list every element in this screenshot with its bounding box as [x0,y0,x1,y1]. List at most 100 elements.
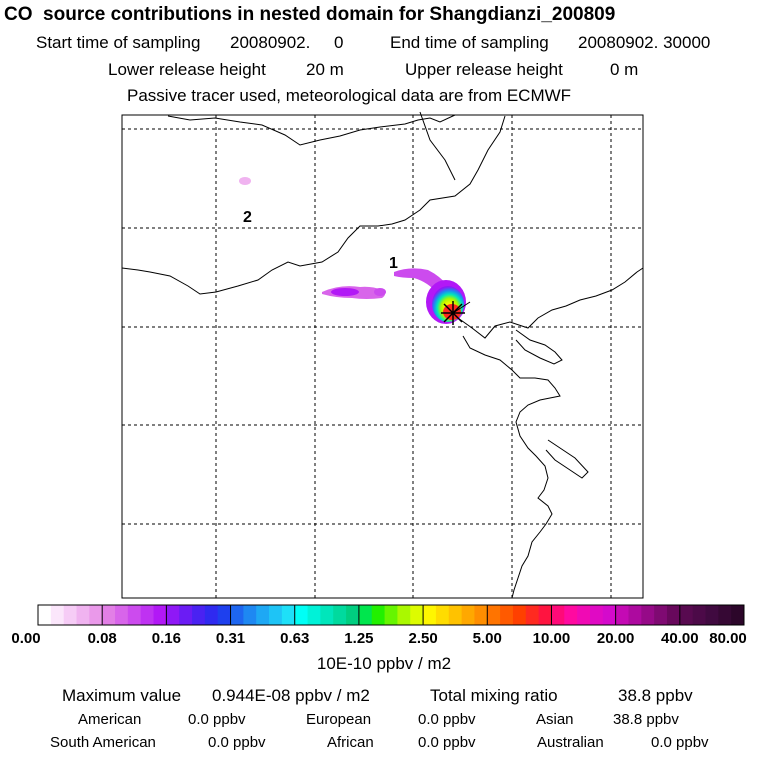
colorbar-swatch [731,605,745,625]
coastlines [121,111,644,599]
plume-west-core [331,288,359,296]
colorbar-swatch [512,605,527,625]
south-american-label: South American [50,734,156,751]
max-value-label: Maximum value [62,686,182,705]
colorbar-tick-label: 20.00 [596,630,635,647]
colorbar-swatch [333,605,347,625]
colorbar-swatch [615,605,629,625]
american-value: 0.0 ppbv [188,711,246,728]
start-time-label: Start time of sampling [36,33,201,52]
colorbar-swatch [63,605,77,625]
african-label: African [327,734,374,751]
colorbar-swatch [166,605,180,625]
colorbar-swatch [127,605,142,625]
colorbar-swatches [38,605,745,625]
colorbar-swatch [153,605,167,625]
meteorology-note: Passive tracer used, meteorological data… [127,86,572,105]
chart-title: CO source contributions in nested domain… [4,4,616,25]
plot-frame [121,114,644,599]
colorbar-swatch [346,605,360,625]
colorbar-swatch [76,605,90,625]
great-wall-river [419,111,456,181]
colorbar-tick-label: 5.00 [472,630,502,647]
colorbar-tick-label: 2.50 [408,630,438,647]
colorbar-swatch [654,605,668,625]
concentration-field [239,177,466,324]
colorbar-swatch [718,605,732,625]
colorbar-swatch [461,605,475,625]
colorbar-tick-label: 80.00 [709,630,747,647]
liaodong-coast [515,329,563,365]
cluster-label-2: 2 [243,209,252,226]
colorbar-swatch [525,605,540,625]
northern-border [167,114,456,146]
bohai-coast [457,267,644,339]
colorbar-tick-label: 0.00 [11,630,41,647]
total-mixing-value: 38.8 ppbv [618,686,693,705]
australian-value: 0.0 ppbv [651,734,709,751]
colorbar-swatch [628,605,642,625]
asian-value: 38.8 ppbv [613,711,679,728]
eastern-border [121,115,506,295]
colorbar-swatch [589,605,604,625]
colorbar-swatch [115,605,129,625]
cluster-label-1: 1 [389,255,398,272]
african-value: 0.0 ppbv [418,734,476,751]
colorbar-tick-label: 10.00 [532,630,571,647]
max-value: 0.944E-08 ppbv / m2 [212,686,370,705]
gridlines [122,115,643,598]
colorbar-swatch [538,605,552,625]
australian-label: Australian [537,734,604,751]
colorbar-swatch [140,605,154,625]
total-mixing-label: Total mixing ratio [430,686,558,705]
colorbar-swatch [281,605,296,625]
colorbar-swatch [102,605,116,625]
colorbar-swatch [38,605,52,625]
colorbar-swatch [358,605,373,625]
colorbar-swatch [577,605,591,625]
colorbar-swatch [487,605,501,625]
european-value: 0.0 ppbv [418,711,476,728]
end-time-label: End time of sampling [390,33,549,52]
colorbar-swatch [602,605,617,625]
colorbar-swatch [410,605,424,625]
colorbar-swatch [435,605,450,625]
plume-west-spot [374,288,386,296]
colorbar-swatch [50,605,65,625]
colorbar-swatch [320,605,334,625]
colorbar-swatch [666,605,681,625]
colorbar-swatch [679,605,694,625]
colorbar-units: 10E-10 ppbv / m2 [316,654,452,673]
colorbar-swatch [294,605,308,625]
asian-label: Asian [536,711,574,728]
colorbar-swatch [204,605,219,625]
colorbar-swatch [307,605,321,625]
upper-release-label: Upper release height [405,60,563,79]
colorbar-swatch [692,605,706,625]
american-label: American [78,711,142,728]
colorbar-swatch [89,605,103,625]
colorbar-swatch [230,605,244,625]
colorbar-swatch [217,605,231,625]
colorbar-swatch [192,605,206,625]
plume-minor-2 [239,177,251,185]
end-time-value: 20080902. 30000 [578,33,711,52]
start-time-value: 20080902. 0 [230,33,344,52]
colorbar-swatch [269,605,283,625]
colorbar-swatch [474,605,488,625]
colorbar-swatch [243,605,257,625]
colorbar-swatch [564,605,578,625]
colorbar-swatch [705,605,719,625]
colorbar-tick-label: 0.31 [215,630,246,647]
colorbar-swatch [256,605,270,625]
european-label: European [306,711,372,728]
colorbar-swatch [423,605,437,625]
lower-release-label: Lower release height [108,60,266,79]
colorbar-swatch [179,605,193,625]
colorbar-swatch [371,605,385,625]
colorbar-tick-label: 0.08 [87,630,117,647]
lower-release-value: 20 m [306,60,344,79]
colorbar-frame [37,604,745,626]
